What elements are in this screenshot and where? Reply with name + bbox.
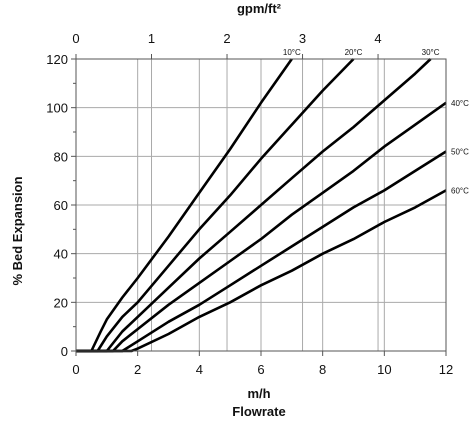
x2-axis-title: gpm/ft² [237,1,282,16]
x-tick-label: 10 [377,362,391,377]
y-tick-label: 120 [46,52,68,67]
series-label: 60°C [451,186,469,195]
x2-tick-label: 3 [299,31,306,46]
x-axis-subtitle: Flowrate [232,404,285,419]
series-line [76,189,447,353]
series-line [76,58,355,353]
x2-tick-label: 2 [223,31,230,46]
x-tick-label: 0 [72,362,79,377]
y-tick-label: 20 [54,295,68,310]
x-tick-label: 6 [257,362,264,377]
series-label: 40°C [451,99,469,108]
x2-tick-label: 4 [374,31,381,46]
y-tick-label: 100 [46,101,68,116]
y-tick-label: 0 [61,344,68,359]
x-tick-label: 4 [196,362,203,377]
series-label: 10°C [283,48,301,57]
series-label: 50°C [451,147,469,156]
series-line [76,101,447,353]
x-tick-label: 12 [439,362,453,377]
y-axis-title: % Bed Expansion [10,176,25,285]
series-line [76,58,432,353]
series-labels: 10°C 20°C 30°C 40°C 50°C 60°C [283,48,469,195]
series-label: 30°C [422,48,440,57]
series-line [76,150,447,353]
x-tick-label: 2 [134,362,141,377]
x2-tick-label: 0 [72,31,79,46]
x2-tick-label: 1 [148,31,155,46]
y-tick-label: 80 [54,149,68,164]
x-tick-label: 8 [319,362,326,377]
series-lines [76,58,447,353]
series-line [76,58,293,353]
x-axis-title: m/h [247,386,270,401]
y-tick-label: 60 [54,198,68,213]
series-label: 20°C [345,48,363,57]
y-tick-label: 40 [54,247,68,262]
